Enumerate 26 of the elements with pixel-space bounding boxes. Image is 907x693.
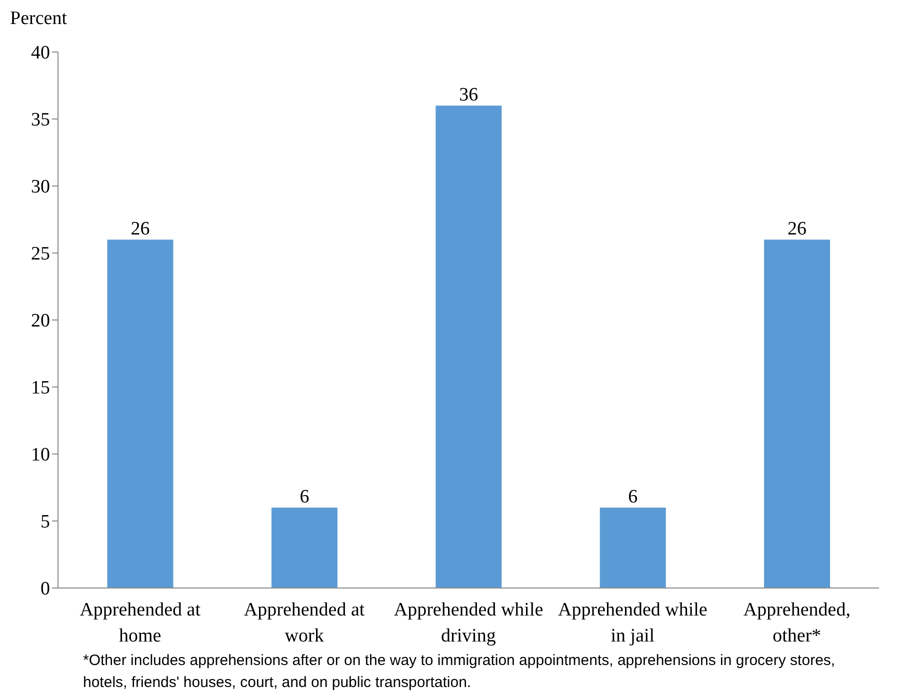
y-tick-label: 30 bbox=[31, 176, 50, 198]
x-tick-label: Apprehended at work bbox=[244, 599, 366, 646]
x-tick-label: Apprehended at home bbox=[80, 599, 202, 646]
bar bbox=[107, 240, 174, 588]
data-label: 36 bbox=[459, 84, 478, 106]
x-tick-label: Apprehended, other* bbox=[743, 599, 850, 646]
y-tick-label: 0 bbox=[40, 578, 50, 600]
data-label: 6 bbox=[628, 486, 638, 508]
y-tick-label: 10 bbox=[31, 444, 50, 466]
data-label: 26 bbox=[130, 218, 150, 240]
text: *Other includes apprehensions after or on the way to immigration appointments, apprehensions in grocery stores, hotels, friends' houses, court, and on public transportation. bbox=[83, 651, 836, 693]
y-tick-label: 40 bbox=[31, 42, 50, 64]
y-tick-label: 20 bbox=[31, 310, 50, 332]
bar bbox=[764, 240, 830, 588]
y-tick-label: 5 bbox=[40, 512, 50, 533]
data-label: 26 bbox=[788, 218, 807, 240]
y-tick-label: 25 bbox=[31, 244, 50, 265]
y-axis-title: Percent bbox=[9, 8, 68, 31]
bar bbox=[271, 508, 338, 588]
x-tick-label: Apprehended while in jail bbox=[558, 599, 708, 646]
y-tick-label: 15 bbox=[31, 378, 50, 399]
data-label: 6 bbox=[300, 486, 310, 508]
x-tick-label: Apprehended while driving bbox=[394, 599, 544, 646]
y-tick-label: 35 bbox=[31, 110, 50, 131]
bar bbox=[436, 106, 502, 588]
bar bbox=[600, 508, 666, 588]
